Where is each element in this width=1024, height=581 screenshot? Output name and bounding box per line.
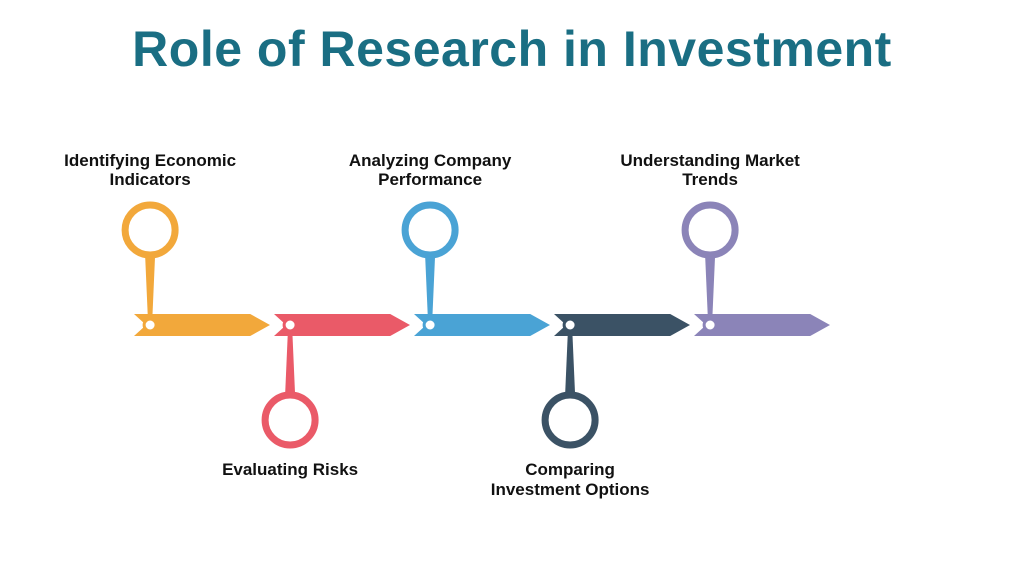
pin-dot [564, 319, 576, 331]
step-label: Identifying Economic Indicators [60, 151, 240, 190]
step-label: Understanding Market Trends [620, 151, 800, 190]
pin-stem [145, 255, 155, 318]
pin-ring [265, 395, 315, 445]
pin-dot [704, 319, 716, 331]
pin-ring [685, 205, 735, 255]
pin-stem [285, 332, 295, 395]
step-label: Analyzing Company Performance [340, 151, 520, 190]
pin-stem [705, 255, 715, 318]
infographic-stage: Role of Research in Investment Identifyi… [0, 0, 1024, 576]
pin-ring [125, 205, 175, 255]
pin-dot [144, 319, 156, 331]
pin-stem [425, 255, 435, 318]
pin-stem [565, 332, 575, 395]
pin-ring [405, 205, 455, 255]
pin-dot [284, 319, 296, 331]
pin-dot [424, 319, 436, 331]
pin-ring [545, 395, 595, 445]
step-label: Evaluating Risks [200, 460, 380, 480]
page-title: Role of Research in Investment [0, 20, 1024, 78]
step-label: Comparing Investment Options [480, 460, 660, 499]
